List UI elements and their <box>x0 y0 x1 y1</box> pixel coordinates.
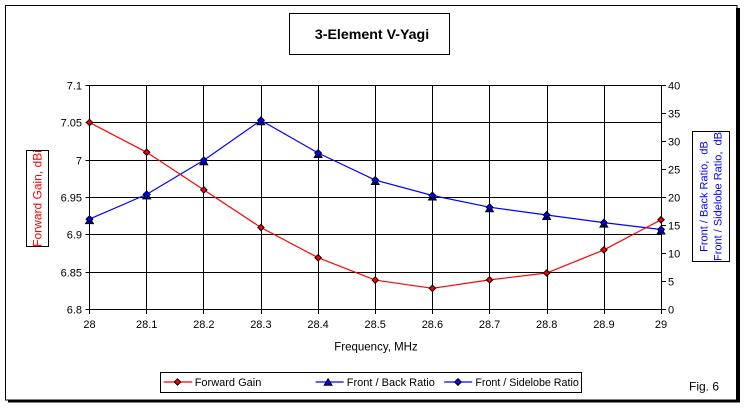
svg-text:6.95: 6.95 <box>61 193 82 205</box>
svg-text:28.8: 28.8 <box>536 319 557 331</box>
svg-text:10: 10 <box>668 249 680 261</box>
svg-text:Frequency, MHz: Frequency, MHz <box>334 342 418 354</box>
svg-text:25: 25 <box>668 165 680 177</box>
svg-text:30: 30 <box>668 137 680 149</box>
svg-text:7: 7 <box>76 156 82 168</box>
svg-text:28.5: 28.5 <box>364 319 385 331</box>
svg-text:7.05: 7.05 <box>61 118 82 130</box>
svg-text:Fig. 6: Fig. 6 <box>689 380 719 394</box>
svg-text:29: 29 <box>655 319 667 331</box>
svg-text:28.6: 28.6 <box>422 319 443 331</box>
svg-text:Forward Gain: Forward Gain <box>195 377 262 389</box>
svg-text:6.8: 6.8 <box>67 305 82 317</box>
svg-text:20: 20 <box>668 193 680 205</box>
svg-text:Front / Sidelobe Ratio, dB: Front / Sidelobe Ratio, dB <box>713 132 725 261</box>
svg-text:6.85: 6.85 <box>61 268 82 280</box>
svg-text:28: 28 <box>83 319 95 331</box>
svg-text:Front / Back Ratio: Front / Back Ratio <box>347 377 435 389</box>
svg-text:28.7: 28.7 <box>479 319 500 331</box>
svg-text:35: 35 <box>668 109 680 121</box>
svg-text:3-Element V-Yagi: 3-Element V-Yagi <box>315 27 429 43</box>
svg-text:28.2: 28.2 <box>193 319 214 331</box>
svg-text:Front / Sidelobe Ratio: Front / Sidelobe Ratio <box>475 377 578 389</box>
svg-text:Front / Back Ratio, dB: Front / Back Ratio, dB <box>699 141 711 252</box>
svg-text:28.9: 28.9 <box>593 319 614 331</box>
svg-text:Forward Gain, dBi: Forward Gain, dBi <box>31 150 45 247</box>
svg-text:5: 5 <box>668 277 674 289</box>
svg-text:0: 0 <box>668 305 674 317</box>
svg-text:15: 15 <box>668 221 680 233</box>
svg-text:40: 40 <box>668 81 680 93</box>
svg-text:28.1: 28.1 <box>136 319 157 331</box>
svg-text:28.4: 28.4 <box>307 319 328 331</box>
svg-text:7.1: 7.1 <box>67 81 82 93</box>
svg-text:6.9: 6.9 <box>67 230 82 242</box>
svg-text:28.3: 28.3 <box>250 319 271 331</box>
